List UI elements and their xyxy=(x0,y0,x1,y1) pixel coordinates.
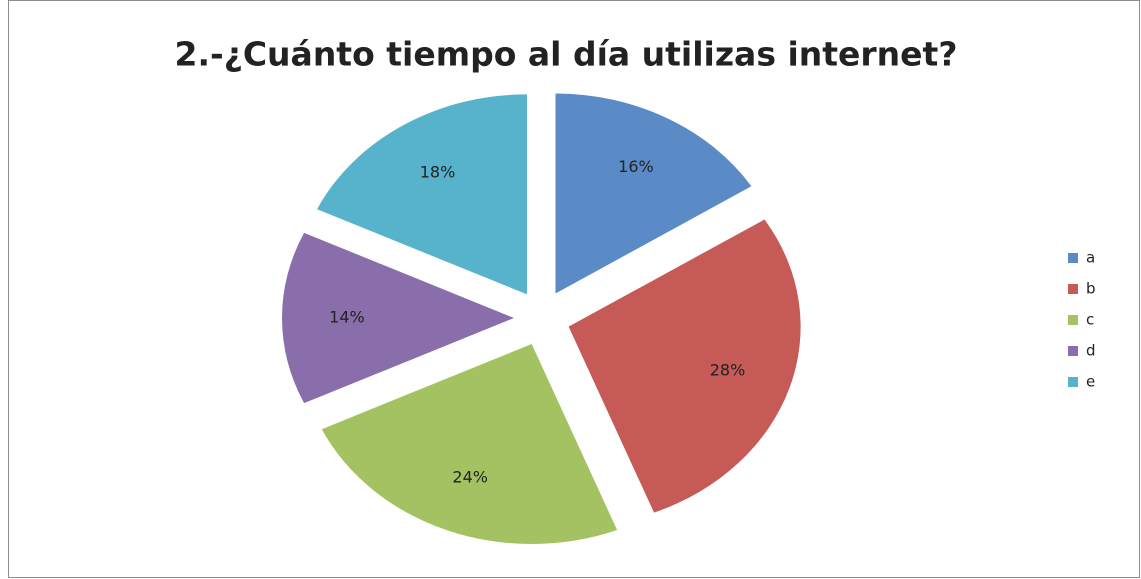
data-label: 14% xyxy=(329,308,365,327)
data-label: 28% xyxy=(710,361,746,380)
pie-slice xyxy=(317,94,527,295)
data-label: 24% xyxy=(452,467,488,486)
legend-label: b xyxy=(1086,280,1096,298)
legend-swatch xyxy=(1068,253,1078,263)
legend-swatch xyxy=(1068,346,1078,356)
legend-label: c xyxy=(1086,311,1094,329)
legend-swatch xyxy=(1068,377,1078,387)
chart-title: 2.-¿Cuánto tiempo al día utilizas intern… xyxy=(175,35,958,74)
data-label: 16% xyxy=(618,157,654,176)
legend-label: e xyxy=(1086,373,1095,391)
legend-label: a xyxy=(1086,249,1095,267)
pie-slice xyxy=(568,219,801,513)
legend-swatch xyxy=(1068,315,1078,325)
legend-swatch xyxy=(1068,284,1078,294)
legend-label: d xyxy=(1086,342,1096,360)
pie-slice xyxy=(282,232,514,404)
data-label: 18% xyxy=(420,162,456,181)
pie-slice xyxy=(555,93,752,294)
pie-slice xyxy=(321,344,618,545)
